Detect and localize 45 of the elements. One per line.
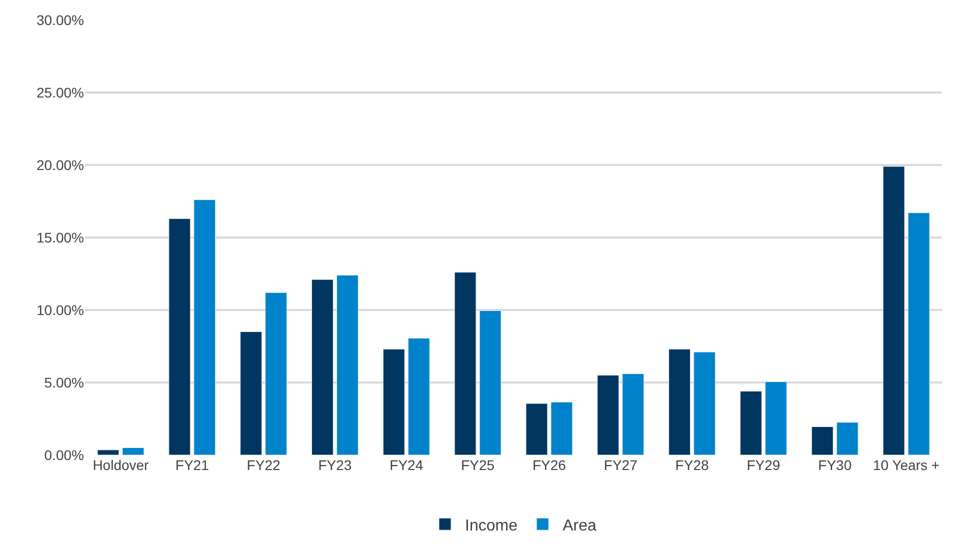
x-tick-label: FY23: [318, 457, 352, 473]
x-tick-label: FY27: [604, 457, 638, 473]
x-tick-label: FY21: [175, 457, 210, 473]
y-tick-label: 20.00%: [36, 156, 84, 173]
x-tick-label: FY29: [746, 457, 780, 473]
x-tick-label: 10 Years +: [873, 457, 940, 473]
bar: [240, 332, 262, 455]
x-tick-label: FY24: [390, 457, 424, 473]
x-tick-label: FY30: [818, 457, 852, 473]
x-tick-label: FY22: [246, 457, 280, 473]
y-tick-label: 10.00%: [36, 302, 84, 318]
y-tick-label: 30.00%: [36, 12, 84, 28]
bar: [168, 218, 191, 455]
bar: [122, 448, 144, 455]
y-tick-label: 25.00%: [36, 84, 84, 100]
bar: [597, 375, 620, 455]
bar: [836, 422, 858, 455]
bar: [312, 279, 334, 455]
bar: [526, 403, 548, 455]
bar: [694, 352, 716, 455]
x-tick-label: FY28: [675, 457, 709, 473]
bar: [811, 426, 834, 455]
bar: [882, 166, 905, 455]
bar: [265, 292, 287, 455]
y-tick-label: 15.00%: [36, 229, 84, 246]
x-tick-label: Holdover: [92, 457, 150, 473]
legend-label: Income: [465, 517, 518, 534]
bar: [479, 310, 502, 455]
bar: [408, 338, 430, 455]
bar: [454, 272, 476, 455]
bar: [740, 390, 762, 455]
bar: [622, 374, 644, 455]
bar: [382, 348, 405, 455]
y-tick-label: 0.00%: [44, 446, 84, 463]
bar: [908, 212, 930, 455]
bar: [194, 200, 216, 455]
bar: [668, 348, 691, 455]
x-tick-label: FY25: [461, 457, 495, 473]
x-tick-label: FY26: [532, 457, 566, 473]
bar: [550, 402, 573, 455]
bar: [97, 450, 120, 455]
y-tick-label: 5.00%: [44, 374, 84, 390]
legend-label: Area: [562, 517, 596, 534]
bar: [764, 382, 787, 455]
bar: [336, 274, 358, 455]
